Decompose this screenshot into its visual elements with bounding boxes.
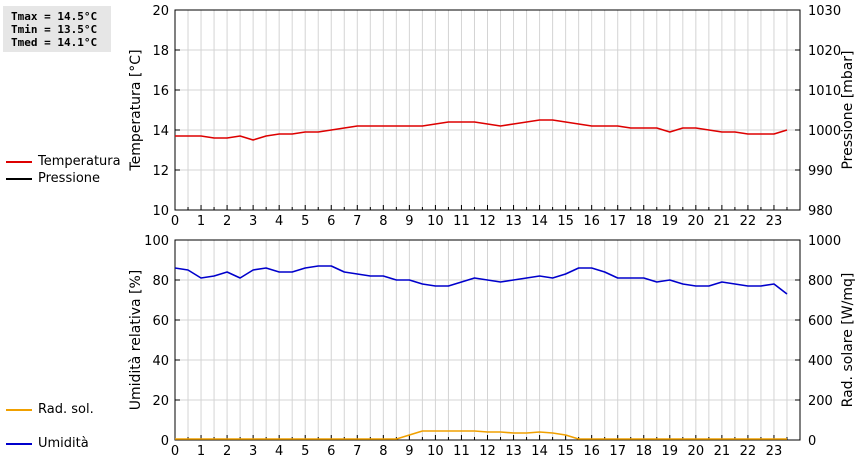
- bottom-x-tick-label: 12: [479, 444, 496, 459]
- bottom-x-tick-label: 3: [249, 444, 257, 459]
- top-y-tick-label-left: 14: [152, 124, 169, 139]
- top-y-tick-label-right: 990: [808, 164, 833, 179]
- bottom-y-tick-label-left: 20: [152, 394, 169, 409]
- top-y-tick-label-right: 1000: [808, 124, 841, 139]
- top-x-tick-label: 18: [635, 214, 652, 229]
- bottom-x-tick-label: 19: [662, 444, 679, 459]
- bottom-x-tick-label: 7: [353, 444, 361, 459]
- bottom-y-tick-label-right: 1000: [808, 234, 841, 249]
- bottom-y-tick-label-right: 800: [808, 274, 833, 289]
- top-x-tick-label: 7: [353, 214, 361, 229]
- bottom-x-tick-label: 18: [635, 444, 652, 459]
- bottom-ylabel-right: Rad. solare [W/mq]: [840, 273, 856, 408]
- bottom-x-tick-label: 16: [583, 444, 600, 459]
- bottom-ylabel-left: Umidità relativa [%]: [128, 270, 144, 411]
- legend-label-umidita: Umidità: [38, 436, 89, 451]
- bottom-x-tick-label: 21: [714, 444, 731, 459]
- bottom-y-tick-label-right: 0: [808, 434, 816, 449]
- top-x-tick-label: 12: [479, 214, 496, 229]
- bottom-x-tick-label: 17: [609, 444, 626, 459]
- top-y-tick-label-left: 18: [152, 44, 169, 59]
- top-y-tick-label-right: 1030: [808, 4, 841, 19]
- bottom-x-tick-label: 20: [688, 444, 705, 459]
- top-x-tick-label: 15: [557, 214, 574, 229]
- tmax-text: Tmax = 14.5°C: [11, 10, 98, 23]
- series-line-temperatura: [175, 119, 788, 141]
- bottom-x-tick-label: 0: [171, 444, 179, 459]
- bottom-x-tick-label: 8: [379, 444, 387, 459]
- top-y-tick-label-left: 10: [152, 204, 169, 219]
- bottom-y-tick-label-left: 60: [152, 314, 169, 329]
- top-y-tick-label-right: 1010: [808, 84, 841, 99]
- top-x-tick-label: 1: [197, 214, 205, 229]
- tmed-text: Tmed = 14.1°C: [11, 36, 98, 49]
- bottom-y-tick-label-left: 80: [152, 274, 169, 289]
- bottom-x-tick-label: 13: [505, 444, 522, 459]
- bottom-x-tick-label: 4: [275, 444, 283, 459]
- bottom-x-tick-label: 9: [405, 444, 413, 459]
- legend-label-rad-sol: Rad. sol.: [38, 402, 94, 417]
- bottom-y-tick-label-right: 400: [808, 354, 833, 369]
- top-x-tick-label: 2: [223, 214, 231, 229]
- top-x-tick-label: 9: [405, 214, 413, 229]
- top-x-tick-label: 11: [453, 214, 470, 229]
- top-x-tick-label: 19: [662, 214, 679, 229]
- legend-label-temperatura: Temperatura: [38, 154, 121, 169]
- top-x-tick-label: 10: [427, 214, 444, 229]
- top-x-tick-label: 5: [301, 214, 309, 229]
- top-ylabel-left: Temperatura [°C]: [128, 49, 144, 171]
- stats-box: Tmax = 14.5°C Tmin = 13.5°C Tmed = 14.1°…: [3, 6, 111, 52]
- top-y-tick-label-right: 980: [808, 204, 833, 219]
- bottom-y-tick-label-left: 40: [152, 354, 169, 369]
- bottom-x-tick-label: 6: [327, 444, 335, 459]
- top-x-tick-label: 4: [275, 214, 283, 229]
- top-x-tick-label: 8: [379, 214, 387, 229]
- top-x-tick-label: 0: [171, 214, 179, 229]
- bottom-x-tick-label: 15: [557, 444, 574, 459]
- series-line-umidit: [174, 265, 788, 295]
- top-y-tick-label-left: 20: [152, 4, 169, 19]
- bottom-x-tick-label: 14: [531, 444, 548, 459]
- top-x-tick-label: 16: [583, 214, 600, 229]
- bottom-y-tick-label-left: 100: [144, 234, 169, 249]
- legend-swatch-rad-sol: [6, 409, 32, 411]
- top-x-tick-label: 17: [609, 214, 626, 229]
- legend-label-pressione: Pressione: [38, 171, 101, 186]
- top-plot-frame: [174, 9, 801, 211]
- bottom-y-tick-label-right: 200: [808, 394, 833, 409]
- top-y-tick-label-left: 12: [152, 164, 169, 179]
- tmin-text: Tmin = 13.5°C: [11, 23, 98, 36]
- bottom-x-tick-label: 2: [223, 444, 231, 459]
- series-line-rad-sol: [175, 430, 787, 440]
- top-y-tick-label-left: 16: [152, 84, 169, 99]
- bottom-x-tick-label: 5: [301, 444, 309, 459]
- top-x-tick-label: 21: [714, 214, 731, 229]
- top-x-tick-label: 23: [766, 214, 783, 229]
- bottom-x-tick-label: 10: [427, 444, 444, 459]
- top-x-tick-label: 14: [531, 214, 548, 229]
- bottom-plot-frame: [174, 239, 801, 441]
- legend-swatch-umidita: [6, 443, 32, 445]
- bottom-x-tick-label: 1: [197, 444, 205, 459]
- legend-swatch-temperatura: [6, 161, 32, 163]
- top-y-tick-label-right: 1020: [808, 44, 841, 59]
- top-x-tick-label: 13: [505, 214, 522, 229]
- bottom-x-tick-label: 11: [453, 444, 470, 459]
- legend-swatch-pressione: [6, 178, 32, 180]
- top-x-tick-label: 3: [249, 214, 257, 229]
- bottom-y-tick-label-left: 0: [161, 434, 169, 449]
- bottom-x-tick-label: 22: [740, 444, 757, 459]
- top-x-tick-label: 20: [688, 214, 705, 229]
- top-x-tick-label: 6: [327, 214, 335, 229]
- bottom-y-tick-label-right: 600: [808, 314, 833, 329]
- top-ylabel-right: Pressione [mbar]: [840, 50, 856, 169]
- top-x-tick-label: 22: [740, 214, 757, 229]
- bottom-x-tick-label: 23: [766, 444, 783, 459]
